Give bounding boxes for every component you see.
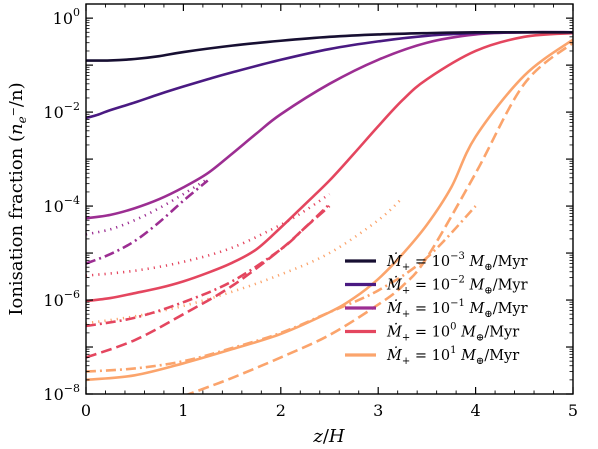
series-2-solid-line xyxy=(86,30,573,220)
y-tick-label: 10−2 xyxy=(43,100,80,122)
x-tick-label: 4 xyxy=(471,401,481,420)
legend-label: Ṁ+ = 10−2 M⊕/Myr xyxy=(386,275,528,297)
x-tick-label: 2 xyxy=(276,401,286,420)
series-2-dotted-line xyxy=(86,177,209,236)
curves-layer xyxy=(86,30,573,394)
series-2-dashdot-line xyxy=(86,179,209,265)
legend-label: Ṁ+ = 100 M⊕/Myr xyxy=(386,322,519,344)
tick-layer: 0 1 2 3 4 5 100 10−2 10−4 10−6 10−8 xyxy=(43,3,578,420)
series-4-solid-line xyxy=(86,38,573,382)
legend-label: Ṁ+ = 10−1 M⊕/Myr xyxy=(386,298,528,320)
series-4-dashdot-line xyxy=(86,205,477,373)
x-tick-label: 3 xyxy=(373,401,383,420)
series-3-dashdot-line xyxy=(86,203,331,328)
series-4-dashed-line xyxy=(185,41,573,394)
x-tick-label: 5 xyxy=(568,401,578,420)
svg-text:Ionisation fraction (ne−/n): Ionisation fraction (ne−/n) xyxy=(6,82,29,315)
y-tick-label: 100 xyxy=(53,6,80,28)
x-tick-label: 1 xyxy=(178,401,188,420)
x-tick-label: 0 xyxy=(81,401,91,420)
y-tick-label: 10−8 xyxy=(43,382,80,404)
series-3-solid-line xyxy=(86,31,573,303)
legend-label: Ṁ+ = 101 M⊕/Myr xyxy=(386,345,519,367)
legend-label: Ṁ+ = 10−3 M⊕/Myr xyxy=(386,251,528,273)
series-3-dotted-line xyxy=(86,193,331,277)
y-axis-title: Ionisation fraction (ne−/n) xyxy=(6,82,29,315)
y-tick-label: 10−4 xyxy=(43,194,80,216)
y-tick-label: 10−6 xyxy=(43,288,80,310)
x-axis-title: z/H xyxy=(312,426,345,447)
series-3-dashed-line xyxy=(86,205,331,359)
plot-frame xyxy=(85,3,574,395)
series-0-solid-line xyxy=(86,30,573,62)
